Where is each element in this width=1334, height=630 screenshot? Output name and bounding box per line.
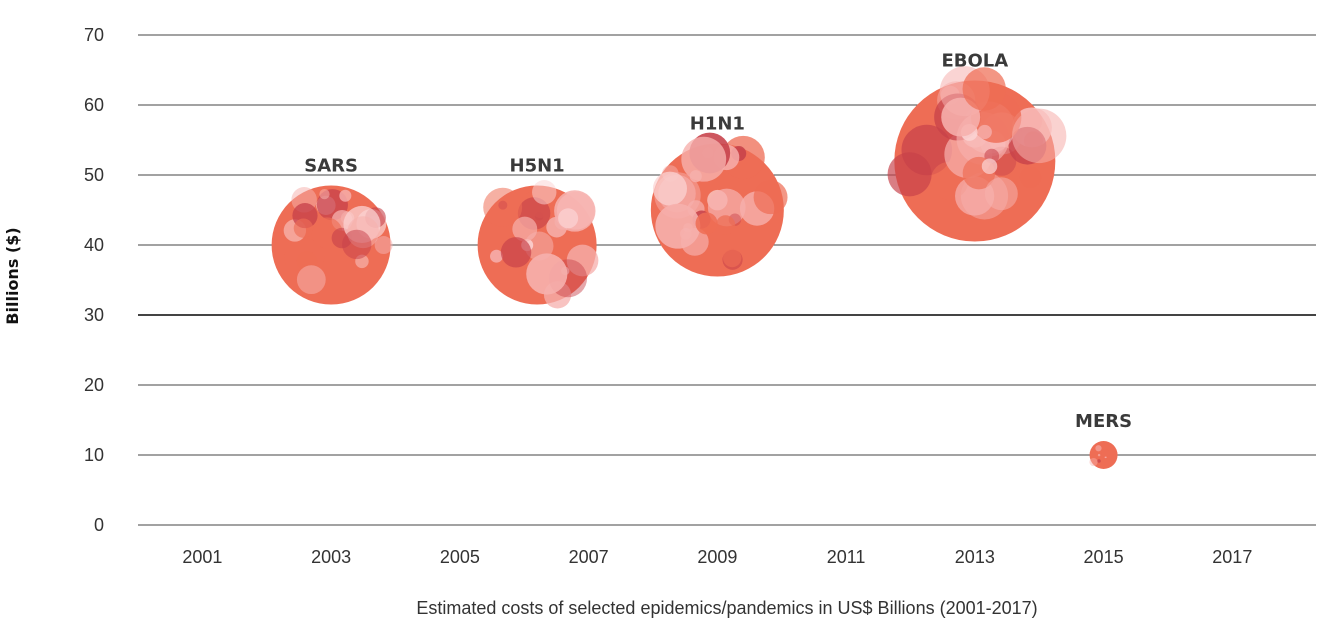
y-tick-label: 30	[84, 305, 104, 325]
bubble-speck	[293, 218, 314, 238]
bubble-speck	[319, 189, 330, 200]
bubble-speck	[655, 203, 701, 249]
y-tick-label: 60	[84, 95, 104, 115]
x-tick-label: 2001	[182, 547, 222, 567]
bubble-speck	[1095, 445, 1102, 452]
bubble-speck	[1019, 166, 1042, 189]
bubble-speck	[483, 187, 523, 227]
y-tick-label: 10	[84, 445, 104, 465]
x-tick-label: 2017	[1212, 547, 1252, 567]
bubble-speck	[981, 158, 998, 175]
bubbles	[271, 66, 1118, 469]
bubble-speck	[500, 237, 532, 268]
bubble-speck	[1101, 449, 1110, 458]
x-tick-label: 2003	[311, 547, 351, 567]
y-tick-label: 40	[84, 235, 104, 255]
bubble-speck	[296, 265, 326, 295]
bubble-sars	[271, 185, 393, 305]
bubble-h1n1	[650, 132, 788, 277]
bubble-h5n1	[477, 180, 599, 309]
bubble-speck	[490, 249, 503, 263]
x-tick-label: 2009	[697, 547, 737, 567]
y-axis-label: Billions ($)	[3, 227, 22, 324]
x-tick-label: 2005	[440, 547, 480, 567]
x-tick-label: 2011	[827, 547, 866, 567]
bubble-speck	[558, 208, 579, 229]
bubble-speck	[342, 229, 372, 260]
bubble-speck	[887, 152, 932, 197]
x-tick-label: 2013	[955, 547, 995, 567]
bubble-speck	[715, 215, 736, 235]
y-tick-label: 0	[94, 515, 104, 535]
bubble-speck	[695, 212, 718, 235]
bubble-labels: SARS H5N1 H1N1 EBOLA MERS	[304, 51, 1132, 433]
bubble-label: H1N1	[690, 114, 745, 135]
y-tick-label: 50	[84, 165, 104, 185]
bubble-ebola	[887, 66, 1067, 242]
bubble-speck	[1011, 108, 1067, 164]
bubble-speck	[526, 253, 568, 295]
bubble-speck	[723, 248, 742, 268]
bubble-speck	[1097, 459, 1101, 463]
x-axis-label: Estimated costs of selected epidemics/pa…	[416, 598, 1037, 618]
x-tick-label: 2007	[569, 547, 609, 567]
bubble-speck	[1089, 457, 1098, 467]
bubble-speck	[707, 188, 746, 227]
bubble-speck	[681, 136, 727, 182]
bubble-label: H5N1	[510, 156, 565, 177]
x-axis-ticks: 2001 2003 2005 2007 2009 2011 2013 2015 2017	[182, 547, 1252, 567]
bubble-speck	[339, 189, 352, 202]
bubble-speck	[512, 216, 538, 242]
bubble-speck	[962, 67, 1006, 111]
bubble-speck	[977, 124, 992, 140]
bubble-speck	[652, 171, 688, 206]
bubble-speck	[532, 180, 557, 205]
bubble-mers	[1089, 441, 1118, 469]
bubble-label: MERS	[1075, 411, 1132, 432]
x-tick-label: 2015	[1084, 547, 1124, 567]
y-tick-label: 20	[84, 375, 104, 395]
bubble-speck	[984, 177, 1018, 211]
bubble-speck	[374, 236, 393, 255]
bubble-speck	[566, 244, 599, 277]
bubble-label: EBOLA	[941, 51, 1008, 72]
y-tick-label: 70	[84, 25, 104, 45]
bubble-label: SARS	[304, 156, 358, 177]
bubble-speck	[1097, 453, 1101, 457]
bubble-speck	[941, 97, 981, 137]
bubble-speck	[753, 180, 788, 215]
y-axis-ticks: 0 10 20 30 40 50 60 70	[84, 25, 104, 535]
